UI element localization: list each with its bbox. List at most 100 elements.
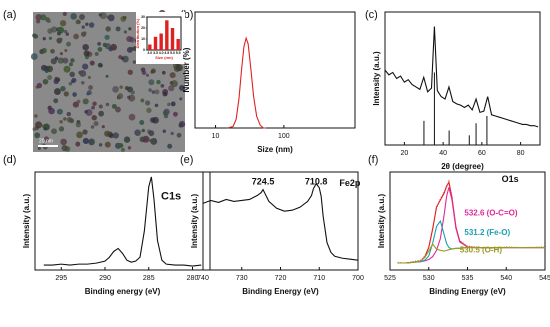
y-axis-label: Intensity (a.u.): [377, 194, 386, 249]
particle: [54, 88, 61, 95]
x-tick-label: 535: [462, 275, 474, 282]
particle: [152, 116, 159, 124]
particle: [34, 114, 38, 118]
particle: [127, 95, 131, 100]
x-tick-label: 80: [517, 150, 525, 157]
bar: [165, 20, 169, 50]
particle: [162, 129, 167, 134]
x-tick-label: 540: [500, 275, 512, 282]
particle: [82, 137, 89, 144]
particle: [162, 89, 169, 95]
x-tick-label: 5.0: [170, 51, 175, 55]
particle: [88, 85, 93, 90]
particle: [148, 88, 152, 92]
particle: [50, 48, 55, 54]
particle: [63, 65, 71, 73]
particle: [87, 75, 91, 80]
particle: [104, 130, 111, 137]
x-axis-label: Binding Energy (eV): [242, 287, 319, 296]
particle: [32, 33, 37, 38]
particle: [123, 136, 131, 143]
particle: [83, 50, 90, 57]
panel-label: (a): [3, 9, 16, 21]
particle: [141, 136, 145, 141]
particle: [128, 113, 136, 121]
x-axis-label: Binding energy (eV): [85, 287, 161, 296]
y-axis-label: Number (%): [182, 47, 191, 92]
plot-frame: [384, 11, 541, 146]
particle: [139, 120, 145, 125]
particle: [148, 130, 155, 137]
particle: [167, 102, 171, 107]
particle: [73, 33, 79, 40]
particle: [179, 97, 183, 101]
particle: [145, 100, 151, 106]
particle: [112, 86, 119, 93]
particle: [50, 58, 57, 65]
particle: [41, 47, 47, 54]
particle: [112, 132, 119, 139]
particle: [97, 41, 101, 46]
particle: [37, 146, 41, 150]
particle: [66, 116, 73, 123]
particle: [173, 111, 178, 117]
particle: [102, 42, 107, 47]
x-tick-label: 3.5: [153, 51, 158, 55]
x-tick-label: 10: [212, 133, 220, 140]
particle: [118, 55, 123, 60]
particle: [65, 32, 69, 36]
particle: [98, 13, 103, 17]
scale-bar-label: 20 nm: [39, 138, 53, 144]
particle: [82, 43, 89, 51]
particle: [57, 57, 64, 64]
particle: [68, 62, 73, 67]
bar: [170, 28, 175, 50]
x-tick-label: 740: [197, 275, 209, 282]
particle: [76, 131, 83, 139]
particle: [83, 31, 87, 35]
particle: [179, 84, 185, 91]
particle: [148, 79, 155, 86]
x-tick-label: 720: [275, 275, 287, 282]
particle: [123, 30, 127, 34]
particle: [84, 110, 88, 114]
particle: [70, 58, 75, 63]
particle: [43, 127, 47, 131]
particle: [88, 138, 95, 146]
particle: [105, 102, 110, 107]
particle: [48, 107, 55, 115]
particle: [81, 25, 85, 29]
particle: [105, 74, 109, 78]
particle: [120, 147, 125, 152]
particle: [141, 128, 146, 133]
particle: [63, 91, 69, 97]
particle: [126, 35, 133, 43]
particle: [88, 22, 95, 28]
particle: [48, 36, 53, 40]
particle: [97, 47, 103, 52]
x-axis-label: Binding Energy (eV): [429, 287, 506, 296]
particle: [70, 13, 77, 20]
bar: [176, 39, 180, 50]
particle: [115, 26, 121, 32]
particle: [104, 141, 111, 148]
particle: [115, 106, 121, 113]
particle: [41, 124, 46, 128]
particle: [42, 37, 46, 41]
particle: [118, 142, 124, 148]
particle: [63, 117, 67, 121]
particle: [141, 70, 147, 75]
particle: [169, 81, 174, 85]
bar: [159, 33, 163, 50]
spectrum-label: O1s: [502, 174, 519, 184]
panel-label: (e): [180, 154, 193, 166]
series-label: 530.5 (O-H): [460, 246, 503, 255]
panel-label: (f): [368, 154, 378, 166]
particle: [160, 83, 165, 88]
particle: [92, 101, 97, 106]
particle: [130, 90, 135, 95]
particle: [46, 19, 51, 24]
particle: [176, 132, 182, 138]
x-tick-label: 3.0: [147, 51, 152, 55]
